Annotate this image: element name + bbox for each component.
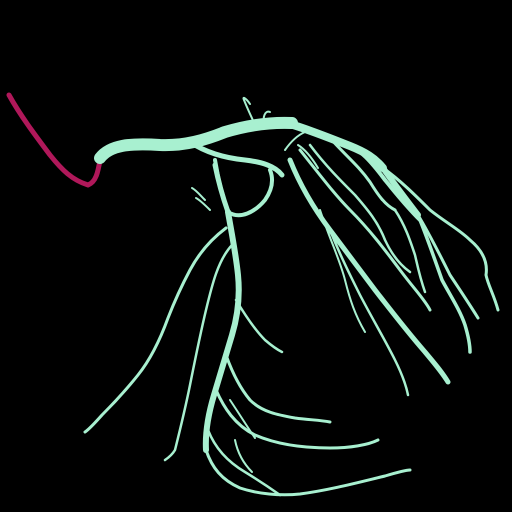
left-branch-mid — [163, 243, 234, 462]
middle-diagonal-sub — [328, 228, 410, 397]
right-branch-1 — [381, 166, 500, 312]
middle-branch-2 — [298, 148, 432, 312]
catheter — [6, 92, 103, 188]
top-twig-1 — [242, 96, 256, 126]
middle-branch-3 — [308, 143, 412, 274]
descending-upper — [212, 162, 231, 215]
upper-branch-extension — [380, 165, 421, 218]
lower-right-3 — [214, 388, 380, 450]
upper-subbranch-b — [328, 136, 397, 212]
top-twig-3 — [284, 131, 306, 151]
right-branch-2 — [416, 213, 480, 320]
lower-twig-1 — [234, 439, 253, 473]
top-twig-2 — [262, 110, 271, 124]
lower-right-2 — [224, 353, 332, 424]
top-twig-4 — [297, 144, 319, 169]
lower-bottom — [204, 448, 412, 497]
right-branch-3 — [418, 218, 472, 354]
lower-twig-2 — [229, 399, 256, 439]
descending-trunk — [202, 209, 242, 453]
middle-diagonal — [287, 157, 451, 385]
right-branch-4 — [393, 208, 427, 294]
left-twig-2 — [195, 197, 211, 211]
left-twig-1 — [191, 187, 206, 201]
lower-right-1 — [234, 298, 284, 354]
middle-branch-4 — [319, 209, 366, 333]
central-split — [187, 139, 285, 178]
left-branch — [83, 226, 228, 434]
catheter-layer — [6, 92, 103, 188]
upper-subbranch-a — [348, 144, 422, 222]
lower-right-4 — [206, 428, 282, 497]
vessel-tree-layer — [83, 96, 500, 497]
